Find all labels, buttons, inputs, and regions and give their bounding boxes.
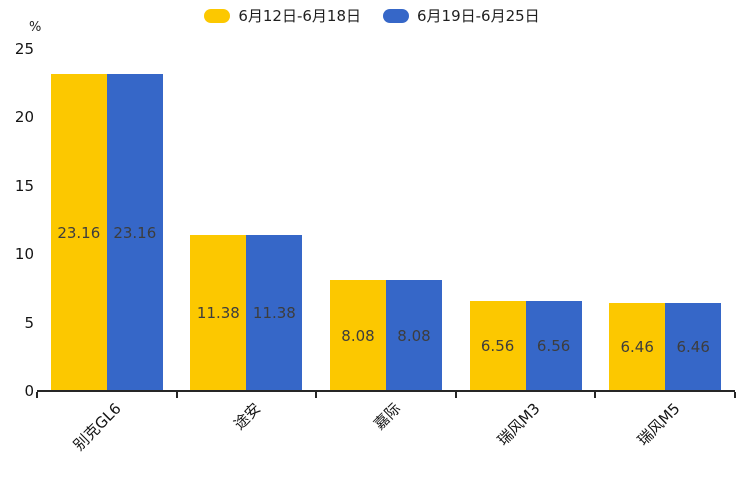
x-category-label-别克GL6: 别克GL6 [70, 399, 125, 455]
legend-item-week1[interactable]: 6月12日-6月18日 [204, 6, 361, 26]
legend-label-week1: 6月12日-6月18日 [238, 7, 361, 25]
bar-途安-series2[interactable]: 11.38 [246, 235, 303, 391]
y-tick-label-0: 0 [24, 382, 34, 400]
x-axis-tick [175, 392, 178, 398]
x-axis-tick [454, 392, 457, 398]
x-category-label-瑞风M3: 瑞风M3 [493, 399, 544, 450]
bar-瑞风M3-series2[interactable]: 6.56 [525, 301, 582, 391]
bar-value-label: 6.46 [620, 337, 654, 356]
x-category-label-途安: 途安 [230, 399, 265, 434]
bar-途安-series1[interactable]: 11.38 [190, 235, 247, 391]
bar-value-label: 8.08 [397, 326, 431, 345]
legend-swatch-yellow [204, 9, 231, 23]
x-axis-tick [315, 392, 318, 398]
legend: 6月12日-6月18日 6月19日-6月25日 [0, 6, 744, 26]
x-category-label-瑞风M5: 瑞风M5 [633, 399, 684, 450]
bar-value-label: 6.56 [480, 337, 515, 356]
bar-value-label: 11.38 [252, 304, 296, 323]
legend-swatch-blue [383, 9, 409, 23]
bar-value-label: 8.08 [341, 326, 375, 345]
bar-value-label: 6.56 [536, 337, 571, 356]
bar-瑞风M5-series2[interactable]: 6.46 [665, 302, 722, 391]
y-tick-label-15: 15 [14, 176, 34, 195]
y-tick-label-10: 10 [14, 245, 34, 264]
bar-瑞风M3-series1[interactable]: 6.56 [469, 301, 526, 391]
bar-value-label: 11.38 [196, 304, 240, 323]
bar-嘉际-series1[interactable]: 8.08 [330, 280, 386, 391]
legend-item-week2[interactable]: 6月19日-6月25日 [383, 6, 540, 26]
y-tick-label-20: 20 [14, 108, 34, 127]
x-axis-tick [734, 392, 736, 398]
bar-瑞风M5-series1[interactable]: 6.46 [609, 302, 666, 391]
bar-嘉际-series2[interactable]: 8.08 [386, 280, 442, 391]
y-tick-label-5: 5 [24, 313, 34, 332]
x-axis-tick [594, 392, 597, 398]
x-axis-tick [36, 392, 38, 398]
bar-value-label: 6.46 [676, 337, 710, 356]
bar-别克GL6-series1[interactable]: 23.16 [50, 74, 107, 391]
legend-label-week2: 6月19日-6月25日 [417, 7, 540, 25]
y-axis-unit-label: % [29, 20, 42, 35]
x-category-label-嘉际: 嘉际 [370, 399, 405, 434]
bar-value-label: 23.16 [57, 223, 101, 242]
bar-别克GL6-series2[interactable]: 23.16 [106, 74, 163, 391]
x-axis-line [37, 390, 735, 392]
bar-value-label: 23.16 [113, 223, 157, 242]
y-tick-label-25: 25 [14, 40, 34, 58]
